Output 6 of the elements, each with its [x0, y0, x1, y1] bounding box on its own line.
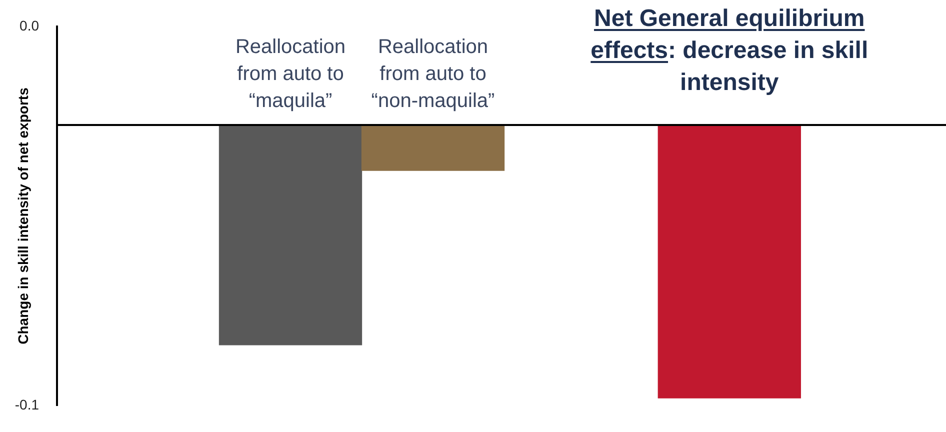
x-tick-label: Reallocation from auto to “non-maquila”	[370, 35, 496, 114]
y-tick-label: -0.1	[14, 396, 40, 412]
y-axis-title: Change in skill intensity of net exports	[14, 87, 31, 344]
x-tick-label: Net General equilibrium effects: decrease in skill intensity	[590, 4, 870, 98]
x-tick-label: Reallocation from auto to “maquila”	[234, 35, 347, 114]
y-tick-label: 0.0	[20, 17, 40, 34]
